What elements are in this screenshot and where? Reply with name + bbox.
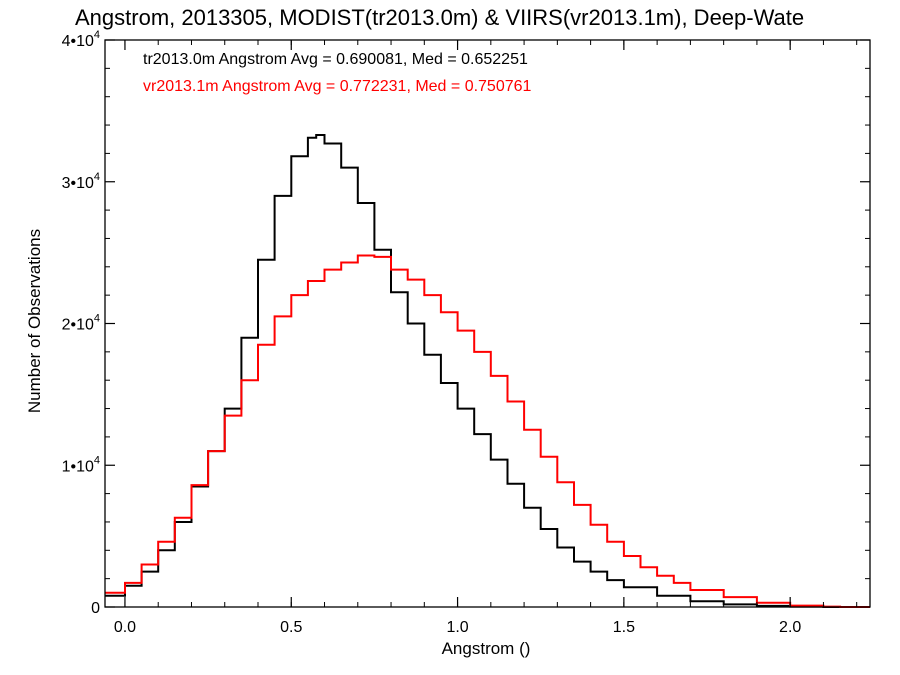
- y-axis-label: Number of Observations: [25, 229, 44, 413]
- axis-frame: [104, 39, 871, 608]
- x-tick-label: 1.0: [446, 619, 468, 636]
- annotation-2: vr2013.1m Angstrom Avg = 0.772231, Med =…: [143, 78, 532, 95]
- x-tick-label: 1.5: [613, 619, 635, 636]
- x-tick-label: 0.0: [114, 619, 136, 636]
- annotation-layer: tr2013.0m Angstrom Avg = 0.690081, Med =…: [143, 51, 532, 95]
- series-tr2013.0m-line: [105, 134, 870, 608]
- x-tick-label: 0.5: [280, 619, 302, 636]
- series-vr2013.1m-line: [105, 254, 870, 608]
- plot-border: [104, 39, 871, 608]
- y-tick-label: 2•104: [62, 313, 100, 334]
- y-tick-label: 4•104: [62, 29, 100, 50]
- tick-layer: 0.0 0.5 1.0 1.5 2.0 0 1•104 2•104 3•104 4•104: [62, 29, 870, 636]
- annotation-1: tr2013.0m Angstrom Avg = 0.690081, Med =…: [143, 51, 528, 68]
- x-tick-label: 2.0: [779, 619, 801, 636]
- x-axis-label: Angstrom (): [442, 639, 531, 658]
- y-tick-label: 3•104: [62, 171, 100, 192]
- series-layer: [105, 134, 870, 608]
- y-tick-label: 1•104: [62, 454, 100, 475]
- chart-title: Angstrom, 2013305, MODIST(tr2013.0m) & V…: [75, 5, 804, 30]
- y-tick-label: 0: [91, 600, 100, 617]
